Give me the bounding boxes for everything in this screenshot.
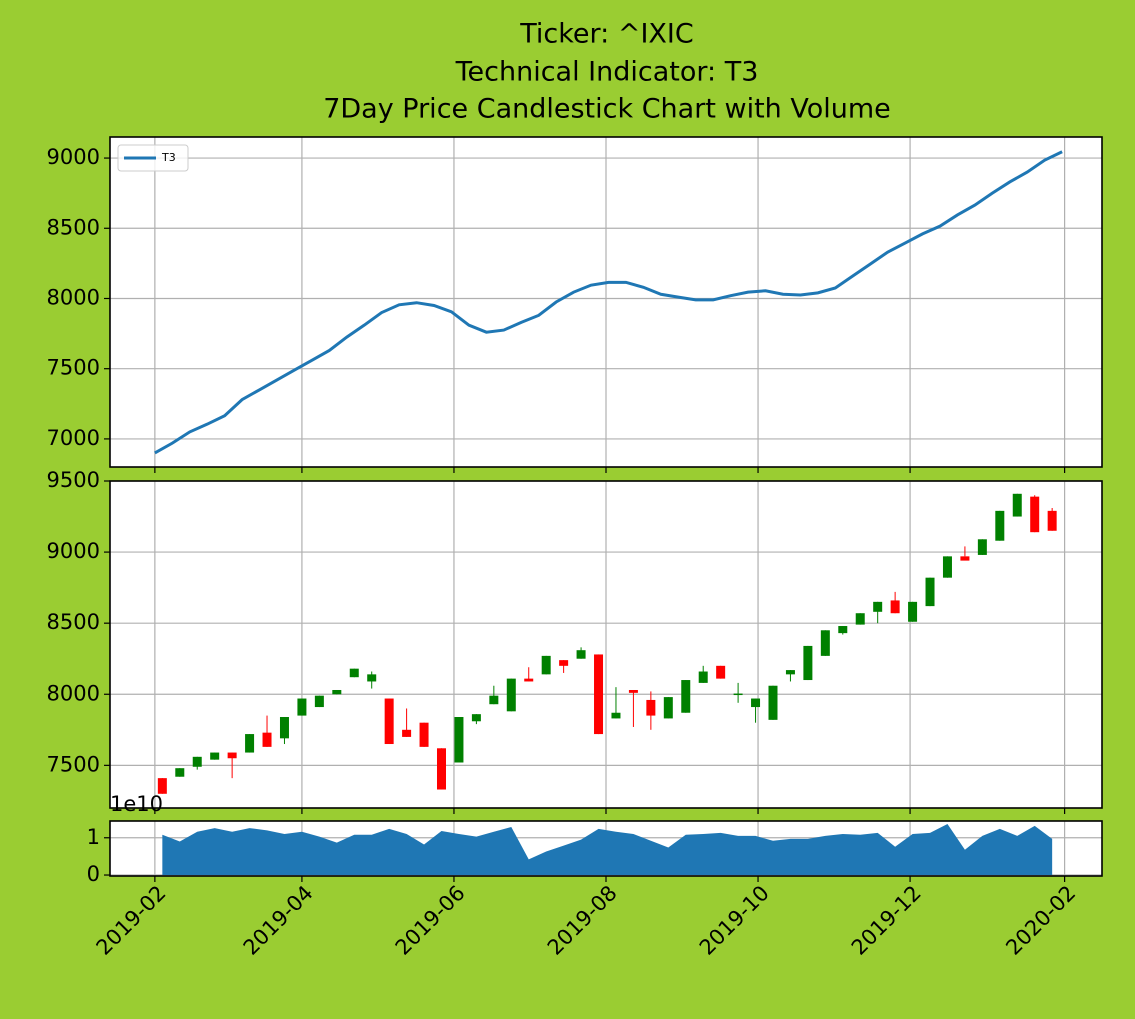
y-tick-label: 1 <box>87 825 100 849</box>
candle-body <box>768 685 778 720</box>
candle-body <box>349 668 359 678</box>
candle-body <box>559 660 569 666</box>
y-tick-label: 9000 <box>47 539 100 563</box>
candle-body <box>820 630 830 656</box>
candle-body <box>751 698 761 708</box>
candle-body <box>890 600 900 614</box>
candle-body <box>803 645 813 681</box>
candle-body <box>314 695 324 708</box>
candle-body <box>942 556 952 578</box>
chart-subtitle: 7Day Price Candlestick Chart with Volume <box>323 94 891 125</box>
line <box>154 150 1063 455</box>
candle-body <box>681 680 691 713</box>
candle-body <box>419 722 429 747</box>
candle-body <box>576 650 586 659</box>
candle-body <box>716 665 726 679</box>
candle-body <box>960 556 970 561</box>
candle-body <box>436 748 446 790</box>
candle-body <box>489 695 499 705</box>
candle-body <box>524 678 534 682</box>
candle-body <box>873 601 883 612</box>
y-tick-label: 7000 <box>47 426 100 450</box>
candle-body <box>628 689 638 693</box>
candle-body <box>210 752 220 760</box>
candle-body <box>1012 493 1022 517</box>
y-tick-label: 7500 <box>47 356 100 380</box>
candle-body <box>995 510 1005 541</box>
candle-body <box>1047 510 1057 531</box>
plot-frame <box>109 480 1103 809</box>
y-tick-label: 8500 <box>47 215 100 239</box>
y-tick-label: 9000 <box>47 145 100 169</box>
candle-body <box>541 655 551 675</box>
y-tick-label: 8000 <box>47 285 100 309</box>
area <box>162 823 1053 876</box>
candle-body <box>454 717 464 763</box>
chart-title: Ticker: ^IXIC <box>519 19 694 50</box>
plot-frame <box>109 136 1103 468</box>
y-tick-label: 9500 <box>47 468 100 492</box>
y-tick-label: 8000 <box>47 681 100 705</box>
candle-body <box>855 613 865 625</box>
candle-body <box>663 697 673 719</box>
candle-body <box>506 678 516 712</box>
y-offset-label: 1e10 <box>110 792 163 816</box>
candle-body <box>384 698 394 745</box>
candle-body <box>471 714 481 722</box>
candle-body <box>245 734 255 753</box>
candle-body <box>227 752 237 759</box>
candle-body <box>1030 496 1040 533</box>
candle-body <box>925 577 935 607</box>
candle-body <box>279 717 289 739</box>
legend-label: T3 <box>161 151 176 164</box>
plot-content <box>110 481 1102 808</box>
candle-body <box>908 601 918 622</box>
candle-body <box>402 729 412 737</box>
y-tick-label: 8500 <box>47 610 100 634</box>
candle-body <box>332 689 342 695</box>
candle-body <box>646 699 656 716</box>
chart-subtitle: Technical Indicator: T3 <box>455 57 759 88</box>
candle-body <box>611 712 621 719</box>
candle-body <box>297 698 307 716</box>
plot-frame <box>109 820 1103 877</box>
candle-body <box>262 732 272 747</box>
candle-body <box>698 671 708 683</box>
y-tick-label: 0 <box>87 862 100 886</box>
plot-content <box>110 821 1102 876</box>
candle-body <box>192 756 202 767</box>
candle-body <box>785 670 795 675</box>
candle-body <box>175 768 185 777</box>
plot-content <box>110 137 1102 467</box>
candle-body <box>977 539 987 555</box>
y-tick-label: 7500 <box>47 752 100 776</box>
candle-body <box>594 654 604 735</box>
candle-body <box>367 674 377 682</box>
candle-body <box>157 778 167 794</box>
candle-body <box>733 693 743 696</box>
candle-body <box>838 626 848 634</box>
